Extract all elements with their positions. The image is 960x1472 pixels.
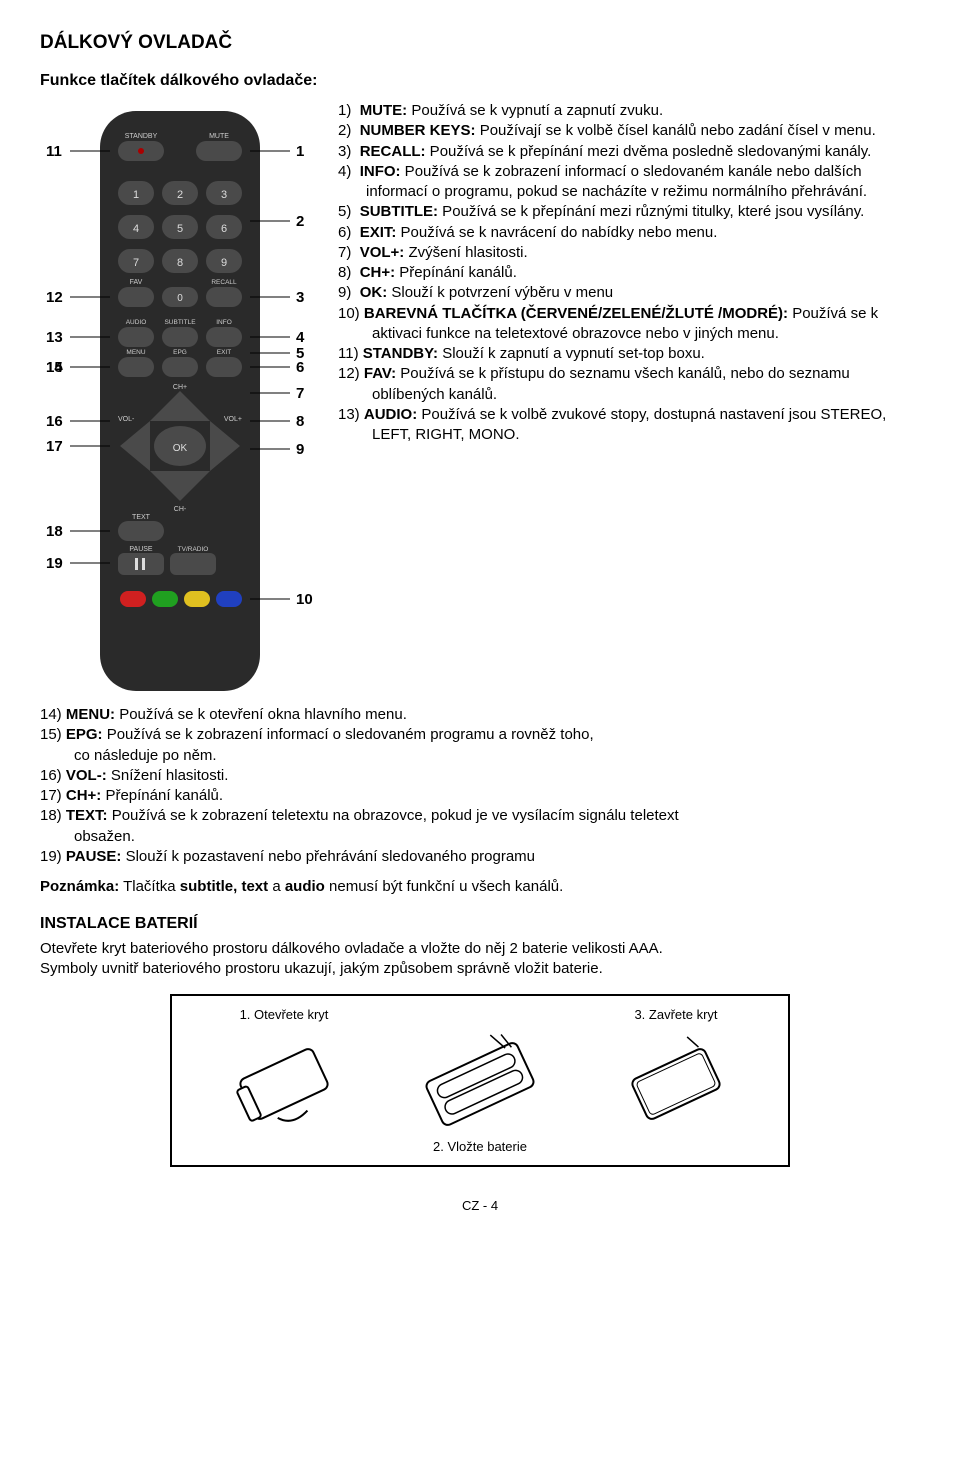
- svg-text:15: 15: [46, 359, 63, 376]
- desc-item-14: 14) MENU: Používá se k otevření okna hla…: [40, 705, 920, 725]
- desc-item-11: 11) STANDBY: Slouží k zapnutí a vypnutí …: [338, 344, 920, 364]
- desc-item-4: 4) INFO: Používá se k zobrazení informac…: [338, 162, 920, 203]
- svg-text:8: 8: [177, 257, 183, 269]
- desc-item-18b: obsažen.: [40, 827, 920, 847]
- remote-svg: STANDBY MUTE 1 2 3 4 5 6 7 8 9 FAV 0 REC…: [40, 101, 320, 701]
- svg-text:MUTE: MUTE: [209, 133, 229, 140]
- svg-text:16: 16: [46, 413, 63, 430]
- desc-item-18: 18) TEXT: Používá se k zobrazení teletex…: [40, 806, 920, 826]
- svg-text:9: 9: [221, 257, 227, 269]
- desc-item-5: 5) SUBTITLE: Používá se k přepínání mezi…: [338, 202, 920, 222]
- svg-text:17: 17: [46, 438, 63, 455]
- svg-text:INFO: INFO: [216, 319, 232, 326]
- top-block: STANDBY MUTE 1 2 3 4 5 6 7 8 9 FAV 0 REC…: [40, 101, 920, 701]
- desc-item-2: 2) NUMBER KEYS: Používají se k volbě čís…: [338, 121, 920, 141]
- desc-item-1: 1) MUTE: Používá se k vypnutí a zapnutí …: [338, 101, 920, 121]
- svg-text:11: 11: [46, 143, 62, 160]
- svg-text:TV/RADIO: TV/RADIO: [178, 546, 209, 553]
- svg-text:19: 19: [46, 555, 63, 572]
- svg-text:PAUSE: PAUSE: [129, 546, 153, 553]
- battery-line2: Symboly uvnitř bateriového prostoru ukaz…: [40, 959, 920, 979]
- page-footer: CZ - 4: [40, 1197, 920, 1215]
- battery-step2-icon: [400, 1029, 560, 1139]
- svg-text:FAV: FAV: [130, 279, 143, 286]
- remote-diagram: STANDBY MUTE 1 2 3 4 5 6 7 8 9 FAV 0 REC…: [40, 101, 320, 701]
- svg-text:18: 18: [46, 523, 63, 540]
- page-title: DÁLKOVÝ OVLADAČ: [40, 30, 920, 56]
- svg-text:RECALL: RECALL: [211, 279, 237, 286]
- battery-diagram-box: 1. Otevřete kryt 3. Zavře: [170, 994, 790, 1168]
- svg-text:OK: OK: [173, 443, 188, 454]
- svg-text:4: 4: [133, 223, 139, 235]
- desc-item-17: 17) CH+: Přepínání kanálů.: [40, 786, 920, 806]
- svg-text:6: 6: [221, 223, 227, 235]
- battery-step2-label: 2. Vložte baterie: [433, 1138, 527, 1156]
- battery-step3-icon: [606, 1029, 746, 1139]
- svg-text:3: 3: [221, 189, 227, 201]
- svg-text:6: 6: [296, 359, 304, 376]
- battery-line1: Otevřete kryt bateriového prostoru dálko…: [40, 939, 920, 959]
- desc-item-13: 13) AUDIO: Používá se k volbě zvukové st…: [338, 405, 920, 446]
- desc-item-8: 8) CH+: Přepínání kanálů.: [338, 263, 920, 283]
- desc-item-10: 10) BAREVNÁ TLAČÍTKA (ČERVENÉ/ZELENÉ/ŽLU…: [338, 304, 920, 345]
- battery-step3-label: 3. Zavřete kryt: [578, 1006, 774, 1024]
- desc-item-12: 12) FAV: Používá se k přístupu do seznam…: [338, 364, 920, 405]
- svg-text:VOL-: VOL-: [118, 416, 135, 423]
- svg-text:1: 1: [133, 189, 139, 201]
- battery-heading: INSTALACE BATERIÍ: [40, 913, 920, 935]
- svg-text:1: 1: [296, 143, 304, 160]
- svg-text:SUBTITLE: SUBTITLE: [164, 319, 196, 326]
- svg-text:12: 12: [46, 289, 63, 306]
- desc-item-7: 7) VOL+: Zvýšení hlasitosti.: [338, 243, 920, 263]
- note-line: Poznámka: Tlačítka subtitle, text a audi…: [40, 877, 920, 897]
- svg-text:MENU: MENU: [126, 349, 145, 356]
- svg-text:3: 3: [296, 289, 304, 306]
- battery-step1-icon: [214, 1029, 354, 1139]
- svg-text:AUDIO: AUDIO: [126, 319, 147, 326]
- svg-text:EXIT: EXIT: [217, 349, 231, 356]
- svg-text:4: 4: [296, 329, 305, 346]
- desc-item-15b: co následuje po něm.: [40, 746, 920, 766]
- svg-text:2: 2: [296, 213, 304, 230]
- svg-text:EPG: EPG: [173, 349, 187, 356]
- svg-text:TEXT: TEXT: [132, 514, 151, 521]
- desc-item-9: 9) OK: Slouží k potvrzení výběru v menu: [338, 283, 920, 303]
- desc-item-15: 15) EPG: Používá se k zobrazení informac…: [40, 725, 920, 745]
- svg-text:VOL+: VOL+: [224, 416, 242, 423]
- desc-item-6: 6) EXIT: Používá se k navrácení do nabíd…: [338, 223, 920, 243]
- standby-label: STANDBY: [125, 133, 158, 140]
- battery-step1-label: 1. Otevřete kryt: [186, 1006, 382, 1024]
- svg-text:8: 8: [296, 413, 304, 430]
- svg-text:7: 7: [296, 385, 304, 402]
- desc-item-16: 16) VOL-: Snížení hlasitosti.: [40, 766, 920, 786]
- svg-text:CH+: CH+: [173, 384, 187, 391]
- description-list-lower: 14) MENU: Používá se k otevření okna hla…: [40, 705, 920, 867]
- svg-text:7: 7: [133, 257, 139, 269]
- page-subtitle: Funkce tlačítek dálkového ovladače:: [40, 70, 920, 92]
- svg-text:9: 9: [296, 441, 304, 458]
- description-list-upper: 1) MUTE: Používá se k vypnutí a zapnutí …: [338, 101, 920, 701]
- svg-text:CH-: CH-: [174, 506, 187, 513]
- desc-item-19: 19) PAUSE: Slouží k pozastavení nebo pře…: [40, 847, 920, 867]
- svg-text:5: 5: [177, 223, 183, 235]
- svg-text:10: 10: [296, 591, 313, 608]
- desc-item-3: 3) RECALL: Používá se k přepínání mezi d…: [338, 142, 920, 162]
- svg-text:13: 13: [46, 329, 63, 346]
- svg-text:2: 2: [177, 189, 183, 201]
- svg-text:0: 0: [177, 293, 183, 304]
